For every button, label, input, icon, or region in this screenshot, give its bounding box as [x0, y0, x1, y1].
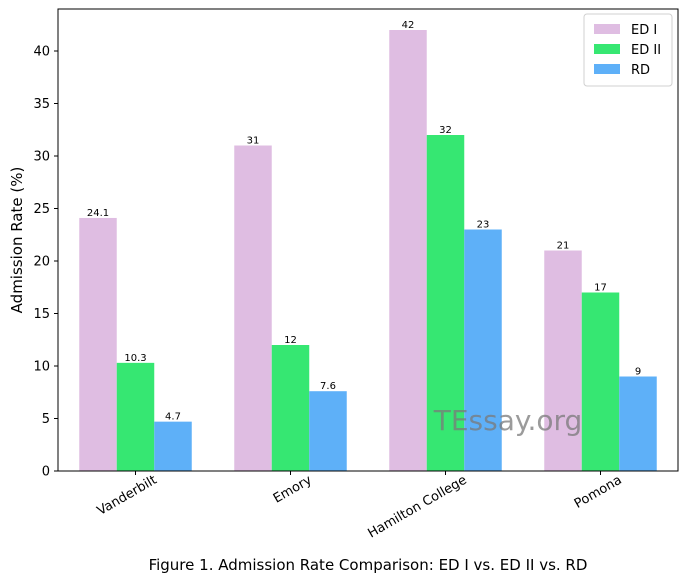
x-tick-label: Hamilton College [365, 473, 469, 542]
legend-swatch [594, 24, 620, 34]
y-tick-label: 30 [33, 150, 50, 165]
data-label: 17 [594, 283, 607, 294]
data-label: 42 [402, 20, 415, 31]
legend-label: ED I [631, 23, 657, 38]
y-tick-label: 0 [42, 465, 50, 480]
y-tick-label: 35 [33, 97, 50, 112]
y-tick-label: 40 [33, 45, 50, 60]
bar [234, 145, 272, 471]
y-tick-label: 20 [33, 255, 50, 270]
bar [309, 391, 347, 471]
bar [619, 376, 657, 471]
x-tick-label: Pomona [572, 473, 625, 512]
bar [581, 292, 620, 471]
data-label: 32 [439, 125, 452, 136]
y-tick-label: 15 [33, 307, 50, 322]
legend: ED I ED II RD [583, 13, 673, 87]
bar [79, 217, 117, 471]
plot-frame [57, 8, 679, 472]
legend-swatch [594, 44, 620, 54]
data-label: 4.7 [165, 412, 181, 423]
data-label: 7.6 [320, 381, 336, 392]
data-label: 21 [557, 241, 570, 252]
y-axis-label: Admission Rate (%) [8, 167, 26, 314]
data-label: 9 [635, 367, 641, 378]
y-tick-label: 10 [33, 360, 50, 375]
bars-layer [79, 30, 657, 471]
data-labels-layer: 24.1 10.3 4.7 31 12 7.6 42 32 23 21 17 9 [87, 20, 641, 423]
x-tick-label: Vanderbilt [95, 473, 160, 519]
bar [426, 135, 465, 471]
bar [154, 421, 192, 471]
bar [271, 345, 310, 471]
data-label: 10.3 [124, 353, 146, 364]
y-tick-label: 5 [42, 412, 50, 427]
x-tick-label: Emory [271, 473, 315, 507]
data-label: 31 [247, 136, 260, 147]
legend-label: RD [631, 63, 650, 78]
watermark: TEssay.org [433, 404, 583, 437]
bar [464, 229, 502, 471]
bar [544, 250, 582, 471]
bar [389, 30, 427, 471]
y-tick-label: 25 [33, 202, 50, 217]
data-label: 23 [477, 220, 490, 231]
data-label: 12 [284, 335, 297, 346]
data-label: 24.1 [87, 208, 109, 219]
bar [116, 362, 155, 471]
figure-caption: Figure 1. Admission Rate Comparison: ED … [149, 556, 588, 574]
legend-swatch [594, 64, 620, 74]
legend-label: ED II [631, 43, 661, 58]
